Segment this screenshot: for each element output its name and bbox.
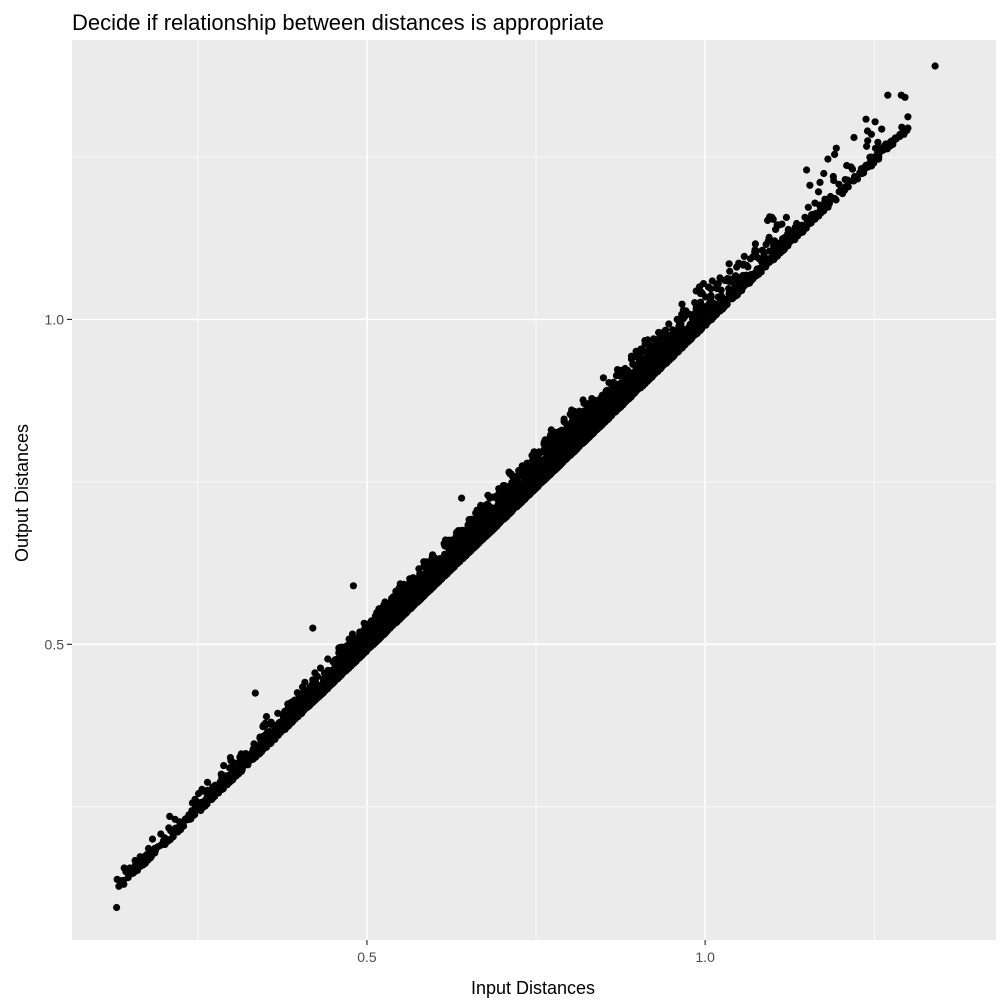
- data-point: [148, 835, 157, 843]
- data-point: [829, 172, 837, 181]
- data-point: [804, 203, 812, 211]
- data-point: [835, 180, 843, 188]
- data-point: [486, 494, 494, 502]
- data-point: [131, 856, 139, 865]
- data-point: [599, 374, 608, 382]
- data-point: [717, 286, 725, 294]
- data-point: [115, 882, 123, 890]
- data-point: [678, 300, 686, 308]
- data-point: [560, 418, 568, 426]
- data-point: [324, 655, 332, 663]
- chart-title: Decide if relationship between distances…: [72, 10, 604, 35]
- data-points: [113, 62, 939, 912]
- data-point: [122, 868, 130, 876]
- data-point: [866, 153, 874, 161]
- data-point: [878, 125, 886, 133]
- data-point: [816, 178, 824, 186]
- data-point: [824, 155, 832, 163]
- data-point: [250, 740, 258, 748]
- data-point: [848, 165, 857, 173]
- major-gridlines: [72, 40, 996, 940]
- data-point: [782, 213, 791, 221]
- data-point: [740, 252, 748, 260]
